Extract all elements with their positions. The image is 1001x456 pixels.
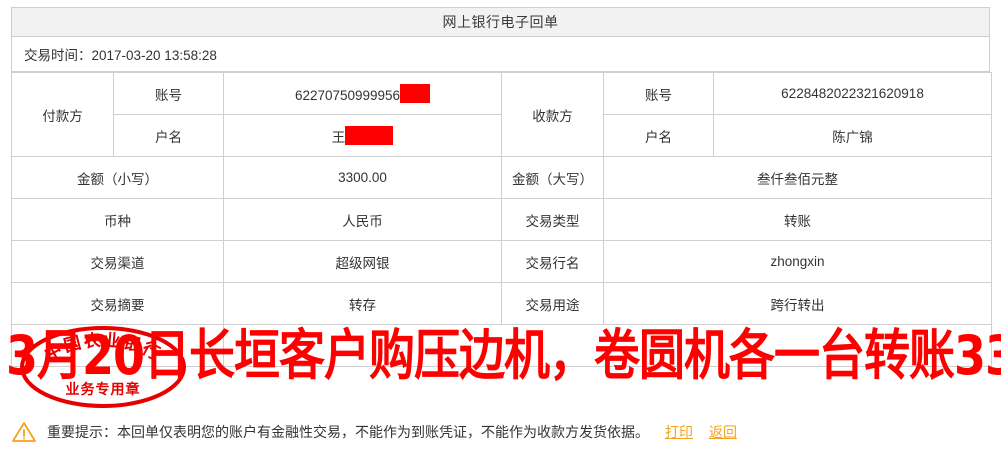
footer-notice-text: 重要提示：本回单仅表明您的账户有金融性交易，不能作为到账凭证，不能作为收款方发货… <box>47 424 649 440</box>
payer-name-text: 王 <box>331 129 346 145</box>
transaction-purpose-label: 交易用途 <box>501 282 604 325</box>
table-row: 币种 人民币 交易类型 转账 <box>11 198 992 241</box>
page-title: 网上银行电子回单 <box>442 14 559 30</box>
table-row: 付款方 账号 62270750999956 收款方 账号 62284820223… <box>11 72 992 157</box>
payer-side-label: 付款方 <box>11 72 114 157</box>
payee-account-label: 账号 <box>603 72 714 115</box>
transaction-summary-label: 交易摘要 <box>11 282 224 325</box>
payee-name-value: 陈广锦 <box>713 114 992 157</box>
table-row: 交易摘要 转存 交易用途 跨行转出 <box>11 282 992 325</box>
payer-name-label: 户名 <box>113 114 224 157</box>
amount-upper-value: 叁仟叁佰元整 <box>603 156 992 199</box>
table-row: 户名 王 户名 陈广锦 <box>12 114 992 157</box>
payer-name-value: 王 <box>223 114 502 157</box>
amount-upper-label: 金额（大写） <box>501 156 604 199</box>
stamp-bottom-text: 业务专用章 <box>66 381 141 398</box>
table-row: 本回单仅表明您的账户有金融性交易，不能作为到账凭证，不能作为收款方发货依据。 <box>11 324 992 367</box>
transaction-type-label: 交易类型 <box>501 198 604 241</box>
receipt-table: 付款方 账号 62270750999956 收款方 账号 62284820223… <box>11 72 992 367</box>
amount-lower-value: 3300.00 <box>223 156 502 199</box>
print-link[interactable]: 打印 <box>665 424 693 440</box>
note-cell: 本回单仅表明您的账户有金融性交易，不能作为到账凭证，不能作为收款方发货依据。 <box>223 324 992 367</box>
redaction-block-payer-name <box>345 125 394 145</box>
redaction-block-payer-account <box>400 84 431 103</box>
transaction-bank-label: 交易行名 <box>501 240 604 283</box>
currency-value: 人民币 <box>223 198 502 241</box>
transaction-channel-value: 超级网银 <box>223 240 502 283</box>
table-row: 金额（小写） 3300.00 金额（大写） 叁仟叁佰元整 <box>11 156 992 199</box>
transaction-type-value: 转账 <box>603 198 992 241</box>
transaction-time-text: 交易时间：2017-03-20 13:58:28 <box>24 48 217 63</box>
transaction-time-row: 交易时间：2017-03-20 13:58:28 <box>11 37 990 72</box>
stamp-cell <box>11 324 224 367</box>
payee-name-label: 户名 <box>603 114 714 157</box>
payer-account-number: 62270750999956 <box>294 88 401 103</box>
payee-side-label: 收款方 <box>501 72 604 157</box>
transaction-purpose-value: 跨行转出 <box>603 282 992 325</box>
payer-account-value: 62270750999956 <box>223 72 502 115</box>
transaction-channel-label: 交易渠道 <box>11 240 224 283</box>
footer-notice-bar: 重要提示：本回单仅表明您的账户有金融性交易，不能作为到账凭证，不能作为收款方发货… <box>11 420 990 444</box>
transaction-summary-value: 转存 <box>223 282 502 325</box>
currency-label: 币种 <box>11 198 224 241</box>
table-row: 交易渠道 超级网银 交易行名 zhongxin <box>11 240 992 283</box>
warning-triangle-icon <box>12 422 36 442</box>
payer-account-label: 账号 <box>113 72 224 115</box>
transaction-bank-value: zhongxin <box>603 240 992 283</box>
back-link[interactable]: 返回 <box>709 424 737 440</box>
payee-account-value: 6228482022321620918 <box>713 72 992 115</box>
receipt-container: 网上银行电子回单 交易时间：2017-03-20 13:58:28 付款方 账号… <box>11 7 992 367</box>
amount-lower-label: 金额（小写） <box>11 156 224 199</box>
receipt-title-bar: 网上银行电子回单 <box>11 7 990 37</box>
